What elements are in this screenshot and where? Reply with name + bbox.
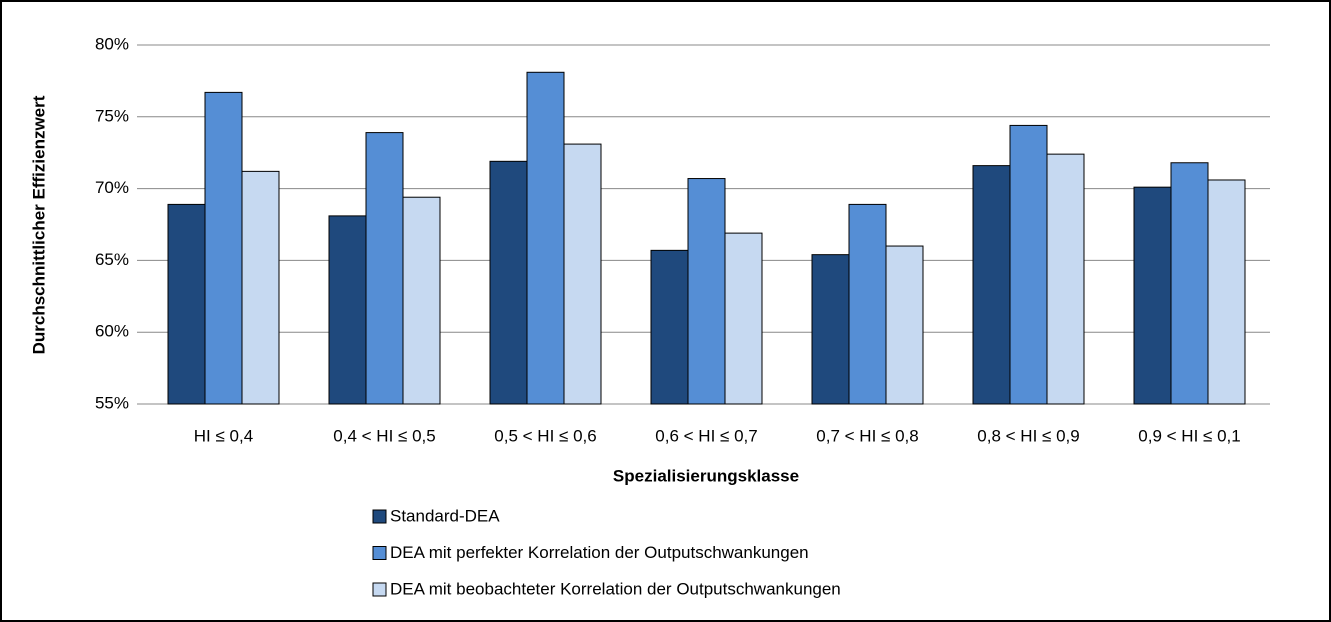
y-tick-label: 80%	[95, 34, 129, 53]
bar	[365, 132, 404, 405]
y-tick-label: 75%	[95, 106, 129, 125]
x-tick-label: 0,5 < HI ≤ 0,6	[494, 426, 596, 445]
bar	[650, 249, 689, 405]
bar	[204, 91, 243, 405]
bar	[1170, 162, 1209, 405]
y-tick-label: 55%	[95, 393, 129, 412]
x-axis-title: Spezialisierungsklasse	[613, 466, 799, 485]
bar	[167, 203, 206, 405]
bar	[1046, 153, 1085, 405]
bar	[1009, 124, 1048, 405]
bar	[402, 196, 441, 405]
x-tick-label: 0,8 < HI ≤ 0,9	[977, 426, 1079, 445]
bar	[241, 170, 280, 405]
bar	[526, 71, 565, 405]
bar	[328, 215, 367, 405]
x-tick-label: 0,7 < HI ≤ 0,8	[816, 426, 918, 445]
legend-label: DEA mit beobachteter Korrelation der Out…	[390, 579, 841, 598]
y-axis-title: Durchschnittlicher Effizienzwert	[29, 95, 48, 354]
bar	[1133, 186, 1172, 405]
x-tick-label: 0,6 < HI ≤ 0,7	[655, 426, 757, 445]
bar	[885, 245, 924, 405]
x-tick-label: 0,9 < HI ≤ 0,1	[1138, 426, 1240, 445]
bar	[489, 160, 528, 405]
bar	[724, 232, 763, 405]
bar	[811, 254, 850, 405]
legend-label: DEA mit perfekter Korrelation der Output…	[390, 543, 809, 562]
bar	[1207, 179, 1246, 405]
bar	[687, 178, 726, 405]
bar	[563, 143, 602, 405]
y-tick-label: 65%	[95, 250, 129, 269]
x-tick-label: 0,4 < HI ≤ 0,5	[333, 426, 435, 445]
legend-label: Standard-DEA	[390, 506, 500, 525]
legend-swatch	[372, 582, 387, 597]
bar	[972, 165, 1011, 405]
legend-swatch	[372, 509, 387, 524]
legend-swatch	[372, 546, 387, 560]
y-tick-label: 60%	[95, 322, 129, 341]
bar	[848, 203, 887, 405]
y-tick-label: 70%	[95, 178, 129, 197]
x-tick-label: HI ≤ 0,4	[194, 426, 253, 445]
